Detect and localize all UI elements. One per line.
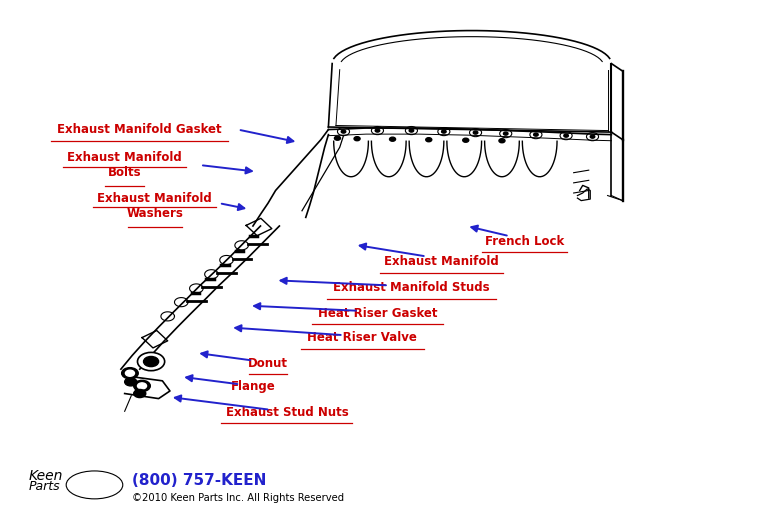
- Circle shape: [341, 130, 346, 133]
- Polygon shape: [125, 376, 170, 399]
- Text: French Lock: French Lock: [485, 235, 564, 248]
- Circle shape: [591, 135, 594, 138]
- Circle shape: [390, 137, 396, 141]
- Circle shape: [134, 380, 150, 392]
- Circle shape: [474, 131, 478, 134]
- Circle shape: [504, 132, 508, 135]
- Text: Exhaust Manifold
Washers: Exhaust Manifold Washers: [98, 192, 213, 220]
- Circle shape: [534, 133, 538, 136]
- Circle shape: [463, 138, 469, 142]
- Circle shape: [499, 139, 505, 143]
- Circle shape: [125, 378, 137, 386]
- Circle shape: [334, 136, 340, 140]
- Circle shape: [122, 368, 139, 379]
- Text: Exhaust Manifold: Exhaust Manifold: [384, 255, 499, 268]
- Circle shape: [138, 383, 146, 389]
- Text: Donut: Donut: [248, 356, 288, 369]
- Text: (800) 757-KEEN: (800) 757-KEEN: [132, 473, 266, 488]
- Text: ©2010 Keen Parts Inc. All Rights Reserved: ©2010 Keen Parts Inc. All Rights Reserve…: [132, 493, 344, 502]
- Circle shape: [134, 390, 146, 398]
- Text: Exhaust Stud Nuts: Exhaust Stud Nuts: [226, 406, 348, 419]
- Text: Flange: Flange: [230, 380, 276, 394]
- Text: Exhaust Manifold Studs: Exhaust Manifold Studs: [333, 281, 490, 294]
- Circle shape: [564, 134, 568, 137]
- Text: Parts: Parts: [28, 480, 61, 493]
- Text: Heat Riser Valve: Heat Riser Valve: [307, 331, 417, 344]
- Circle shape: [375, 129, 380, 132]
- Text: Exhaust Manifold Gasket: Exhaust Manifold Gasket: [58, 123, 222, 136]
- Ellipse shape: [66, 471, 122, 499]
- Text: Heat Riser Gasket: Heat Riser Gasket: [318, 307, 437, 320]
- Circle shape: [409, 129, 413, 132]
- Circle shape: [426, 138, 432, 142]
- Circle shape: [441, 130, 446, 133]
- Circle shape: [126, 370, 135, 376]
- Circle shape: [354, 137, 360, 141]
- Circle shape: [143, 356, 159, 367]
- Text: Exhaust Manifold
Bolts: Exhaust Manifold Bolts: [67, 151, 182, 179]
- Text: Keen: Keen: [28, 469, 63, 483]
- Circle shape: [138, 352, 165, 371]
